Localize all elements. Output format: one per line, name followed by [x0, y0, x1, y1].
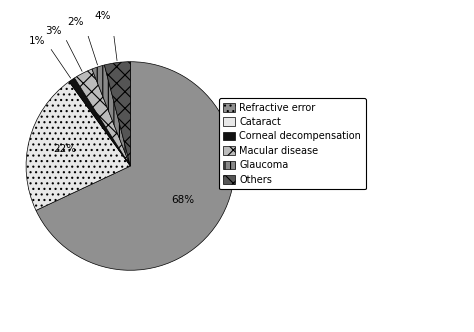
Text: 3%: 3%	[45, 26, 62, 36]
Text: 22%: 22%	[53, 144, 76, 154]
Wedge shape	[74, 69, 130, 166]
Legend: Refractive error, Cataract, Corneal decompensation, Macular disease, Glaucoma, O: Refractive error, Cataract, Corneal deco…	[219, 98, 366, 190]
Wedge shape	[104, 62, 130, 166]
Text: 4%: 4%	[95, 11, 111, 21]
Text: 2%: 2%	[67, 17, 83, 27]
Wedge shape	[36, 62, 235, 270]
Wedge shape	[92, 65, 130, 166]
Text: 68%: 68%	[172, 195, 195, 205]
Wedge shape	[26, 82, 130, 210]
Wedge shape	[69, 78, 130, 166]
Text: 1%: 1%	[29, 36, 46, 46]
